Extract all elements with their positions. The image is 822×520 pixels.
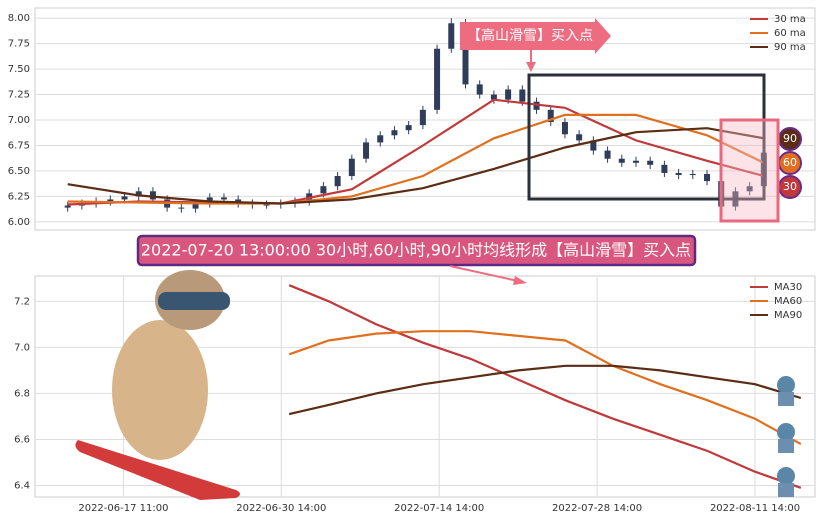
banner-arrow	[449, 265, 519, 282]
candle-body	[64, 205, 71, 208]
x-tick-label: 2022-07-14 14:00	[394, 503, 484, 514]
candle-body	[462, 23, 469, 85]
candle-body	[647, 160, 654, 165]
candle-body	[661, 164, 668, 173]
candle-body	[348, 158, 355, 177]
candle-body	[533, 101, 540, 110]
pink-box	[719, 118, 780, 223]
legend-label: MA90	[774, 310, 802, 321]
candle-body	[689, 173, 696, 176]
bottom-frame	[34, 275, 816, 498]
candle-body	[434, 48, 441, 110]
legend-label: MA60	[774, 296, 802, 307]
candle-body	[263, 204, 270, 206]
candle-body	[178, 207, 185, 209]
candle-body	[476, 84, 483, 95]
candle-body	[519, 89, 526, 102]
legend-label: 30 ma	[774, 14, 806, 25]
y-tick-label: 6.25	[8, 191, 30, 202]
y-tick-label: 7.75	[8, 39, 30, 50]
candle-body	[419, 109, 426, 126]
skier-illustration	[75, 270, 240, 500]
y-tick-label: 6.4	[14, 480, 30, 491]
candle-body	[220, 197, 227, 200]
y-tick-label: 6.8	[14, 388, 30, 399]
y-tick-label: 6.00	[8, 217, 30, 228]
banner: 2022-07-20 13:00:00 30小时,60小时,90小时均线形成【高…	[141, 241, 691, 260]
candle-body	[135, 191, 142, 197]
candle-body	[448, 23, 455, 49]
ma-line	[288, 284, 802, 489]
y-tick-label: 7.00	[8, 115, 30, 126]
small-skiers	[777, 376, 795, 497]
top-frame	[34, 7, 816, 231]
y-tick-label: 7.25	[8, 90, 30, 101]
candle-body	[704, 173, 711, 182]
candle-body	[320, 186, 327, 194]
annotation-arrow	[460, 18, 611, 54]
y-tick-label: 7.50	[8, 64, 30, 75]
y-tick-label: 6.6	[14, 434, 30, 445]
badge-label: 60	[783, 156, 797, 169]
y-tick-label: 7.2	[14, 296, 30, 307]
ma-line	[67, 113, 765, 205]
candle-body	[192, 203, 199, 209]
banner-arrow-head	[513, 276, 527, 285]
candle-body	[334, 176, 341, 187]
x-tick-label: 2022-06-17 11:00	[78, 503, 168, 514]
candle-body	[377, 135, 384, 143]
ma-line	[67, 127, 765, 205]
candle-body	[746, 186, 753, 192]
candle-body	[391, 130, 398, 136]
candle-body	[632, 160, 639, 163]
candle-body	[604, 150, 611, 159]
y-tick-label: 6.50	[8, 166, 30, 177]
x-tick-label: 2022-08-11 14:00	[710, 503, 800, 514]
candle-body	[561, 122, 568, 135]
candle-body	[576, 134, 583, 141]
candle-body	[363, 142, 370, 159]
candle-body	[618, 158, 625, 163]
annotation: 【高山滑雪】买入点	[467, 27, 593, 44]
candle-body	[107, 199, 114, 202]
x-tick-label: 2022-07-28 14:00	[552, 503, 642, 514]
ma-line	[288, 364, 802, 416]
legend-label: 90 ma	[774, 42, 806, 53]
highlight-box	[527, 73, 766, 201]
x-tick-label: 2022-06-30 14:00	[236, 503, 326, 514]
banner-box	[136, 234, 697, 267]
candle-body	[490, 94, 497, 100]
legend-label: MA30	[774, 282, 802, 293]
y-tick-label: 6.75	[8, 140, 30, 151]
candle-body	[405, 125, 412, 131]
legend-label: 60 ma	[774, 28, 806, 39]
badge-label: 30	[783, 180, 797, 193]
y-tick-label: 7.0	[14, 342, 30, 353]
candle-body	[547, 109, 554, 123]
candle-body	[590, 140, 597, 151]
candle-body	[121, 196, 128, 200]
badge-label: 90	[783, 132, 797, 145]
down-arrow-head	[526, 62, 536, 72]
y-tick-label: 8.00	[8, 13, 30, 24]
candle-body	[675, 172, 682, 176]
candle-body	[505, 89, 512, 100]
candle-body	[149, 191, 156, 200]
ma-line	[288, 330, 802, 446]
